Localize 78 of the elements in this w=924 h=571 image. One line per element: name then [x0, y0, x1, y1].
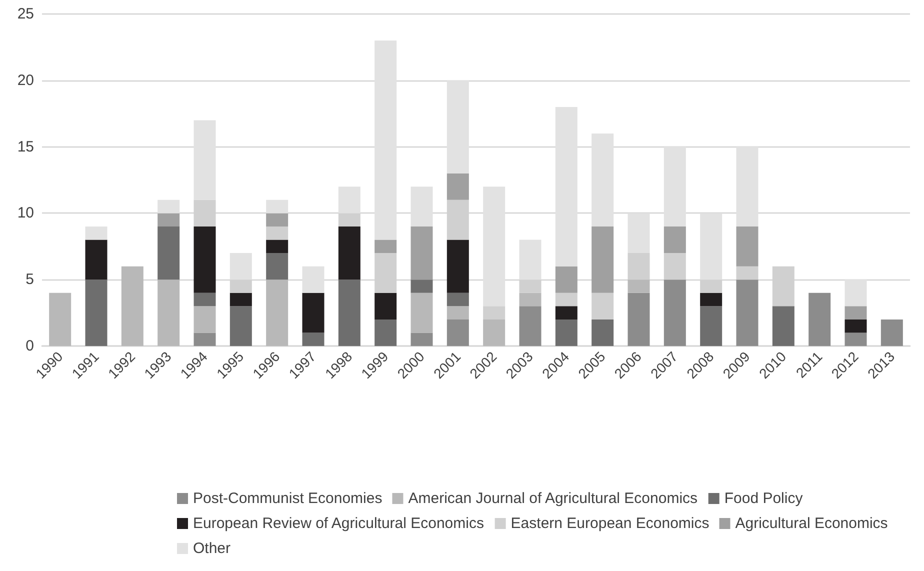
bar	[880, 319, 903, 346]
legend-label: Other	[193, 540, 231, 557]
bar	[628, 253, 650, 280]
bar	[410, 332, 433, 346]
bar	[158, 213, 180, 226]
bar	[230, 253, 252, 280]
bar	[85, 240, 108, 280]
bar	[592, 319, 614, 346]
bar	[266, 280, 288, 346]
bar	[844, 306, 867, 320]
bar	[302, 332, 324, 346]
bar	[446, 319, 469, 346]
bar	[736, 266, 758, 280]
bar	[519, 292, 542, 306]
bar	[374, 240, 397, 254]
y-tick-label: 25	[17, 6, 34, 22]
bar	[230, 306, 252, 346]
bar	[700, 292, 722, 306]
bar	[266, 253, 288, 280]
legend-label: Food Policy	[724, 490, 804, 507]
legend-label: Agricultural Economics	[735, 515, 888, 532]
bar	[555, 306, 578, 320]
y-tick-label: 0	[26, 338, 34, 354]
bar	[410, 280, 433, 293]
bar	[555, 292, 578, 306]
y-tick-label: 15	[17, 138, 34, 156]
bar	[555, 319, 578, 346]
bar	[628, 292, 650, 346]
bar	[194, 332, 216, 346]
bar	[374, 319, 397, 346]
bar	[446, 240, 469, 293]
bar	[519, 240, 542, 280]
bar	[592, 226, 614, 293]
y-tick-label: 5	[26, 271, 34, 288]
bar	[410, 226, 433, 280]
bar	[446, 173, 469, 200]
bar	[700, 306, 722, 346]
y-tick-label: 20	[17, 72, 34, 89]
bar	[844, 332, 867, 346]
bar	[338, 280, 360, 346]
bar	[85, 280, 108, 346]
bar	[664, 226, 686, 254]
bar	[592, 292, 614, 320]
bar	[158, 280, 180, 346]
bar	[121, 266, 144, 346]
bar	[194, 292, 216, 306]
bar	[194, 306, 216, 333]
bar	[374, 292, 397, 320]
legend-label: Eastern European Economics	[510, 515, 710, 532]
bar	[772, 306, 794, 346]
bar	[555, 266, 578, 293]
bar	[338, 226, 360, 280]
bar	[194, 226, 216, 293]
legend-label: American Journal of Agricultural Economics	[408, 490, 698, 507]
bar	[266, 226, 288, 240]
y-tick-label: 10	[17, 204, 34, 222]
bar	[446, 306, 469, 320]
bar	[483, 306, 506, 320]
bar	[664, 280, 686, 346]
bar	[664, 253, 686, 280]
bar	[230, 292, 252, 306]
bar	[628, 280, 650, 293]
bar	[158, 226, 180, 280]
bar	[483, 319, 506, 346]
bar	[410, 292, 433, 333]
bar	[808, 292, 831, 346]
bar	[736, 226, 758, 266]
bar	[266, 240, 288, 254]
bar	[302, 292, 324, 333]
bar	[736, 280, 758, 346]
bar	[266, 213, 288, 226]
bar	[519, 306, 542, 346]
bar	[844, 319, 867, 333]
legend-label: Post-Communist Economies	[193, 490, 382, 507]
bar	[85, 226, 108, 240]
bar	[49, 292, 72, 346]
bar	[446, 292, 469, 306]
legend-label: European Review of Agricultural Economics	[193, 515, 484, 532]
